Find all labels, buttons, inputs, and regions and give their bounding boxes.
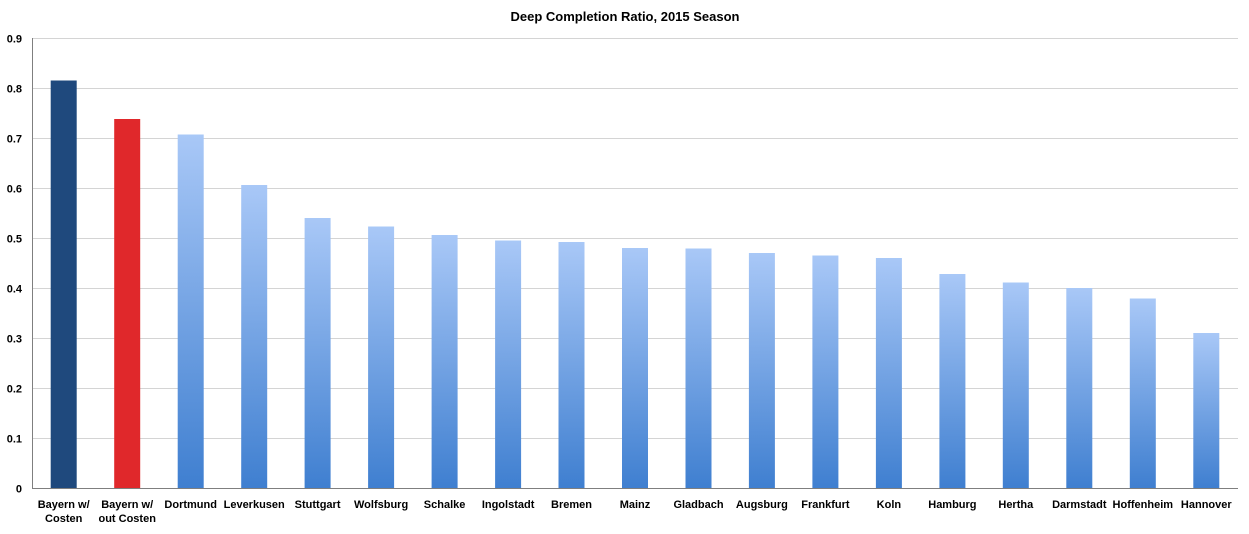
y-tick-label: 0.3 <box>7 334 22 346</box>
y-tick-label: 0.8 <box>7 84 22 96</box>
x-category-label-line: Schalke <box>424 499 466 511</box>
bar <box>622 248 648 488</box>
y-tick-label: 0.5 <box>7 234 22 246</box>
bar <box>1193 333 1220 488</box>
bar <box>50 80 77 488</box>
y-tick-label: 0.6 <box>7 184 22 196</box>
x-category-label-line: Ingolstadt <box>482 499 535 511</box>
x-category-label: Gladbach <box>673 499 723 511</box>
x-category-label: Bayern w/Costen <box>38 499 90 525</box>
bar <box>875 258 902 488</box>
bar <box>368 226 395 488</box>
x-category-label-line: Mainz <box>620 499 651 511</box>
bars <box>50 80 1220 488</box>
x-category-label: Leverkusen <box>224 499 285 511</box>
bar <box>114 119 141 488</box>
x-category-label: Stuttgart <box>295 499 341 511</box>
x-category-label-line: Koln <box>877 499 902 511</box>
bar <box>939 274 966 488</box>
x-category-label: Hoffenheim <box>1113 499 1174 511</box>
x-category-label: Hertha <box>998 499 1034 511</box>
chart-title: Deep Completion Ratio, 2015 Season <box>510 9 739 24</box>
x-category-label: Wolfsburg <box>354 499 408 511</box>
bar <box>558 242 585 488</box>
x-category-label: Bremen <box>551 499 592 511</box>
x-category-label-line: Bayern w/ <box>101 499 153 511</box>
x-category-label-line: out Costen <box>98 513 156 525</box>
x-category-label: Augsburg <box>736 499 788 511</box>
x-category-label-line: Leverkusen <box>224 499 285 511</box>
bar <box>812 255 839 488</box>
y-axis-ticks: 0 0.1 0.2 0.3 0.4 0.5 0.6 0.7 0.8 0.9 <box>7 34 23 496</box>
y-tick-label: 0.7 <box>7 134 22 146</box>
x-category-label-line: Frankfurt <box>801 499 850 511</box>
y-tick-label: 0.2 <box>7 384 22 396</box>
bar <box>1129 298 1156 488</box>
x-category-label: Frankfurt <box>801 499 850 511</box>
y-tick-label: 0.9 <box>7 34 22 46</box>
x-category-label-line: Wolfsburg <box>354 499 408 511</box>
x-category-label: Dortmund <box>164 499 217 511</box>
x-category-label: Schalke <box>424 499 466 511</box>
y-tick-label: 0.1 <box>7 434 22 446</box>
bar <box>685 248 712 488</box>
x-category-label: Bayern w/out Costen <box>98 499 156 525</box>
x-category-label-line: Augsburg <box>736 499 788 511</box>
x-category-label-line: Hertha <box>998 499 1034 511</box>
x-category-label-line: Darmstadt <box>1052 499 1107 511</box>
bar <box>748 253 775 488</box>
y-tick-label: 0 <box>16 484 22 496</box>
x-category-label: Hamburg <box>928 499 976 511</box>
gridlines <box>32 38 1238 439</box>
x-category-label-line: Bayern w/ <box>38 499 90 511</box>
bar <box>1066 288 1093 488</box>
bar <box>431 235 458 488</box>
bar <box>241 185 268 488</box>
x-category-label-line: Bremen <box>551 499 592 511</box>
x-category-label-line: Hoffenheim <box>1113 499 1174 511</box>
x-category-label: Hannover <box>1181 499 1232 511</box>
x-category-label: Mainz <box>620 499 651 511</box>
x-category-label: Ingolstadt <box>482 499 535 511</box>
x-category-label-line: Hannover <box>1181 499 1232 511</box>
x-category-label-line: Stuttgart <box>295 499 341 511</box>
bar <box>304 218 331 488</box>
x-category-label-line: Hamburg <box>928 499 976 511</box>
bar <box>177 134 204 488</box>
x-category-label-line: Dortmund <box>164 499 217 511</box>
bar <box>495 240 522 488</box>
x-category-label: Koln <box>877 499 902 511</box>
x-category-label-line: Costen <box>45 513 83 525</box>
x-category-label: Darmstadt <box>1052 499 1107 511</box>
x-category-label-line: Gladbach <box>673 499 723 511</box>
y-tick-label: 0.4 <box>7 284 23 296</box>
bar <box>1002 282 1029 488</box>
